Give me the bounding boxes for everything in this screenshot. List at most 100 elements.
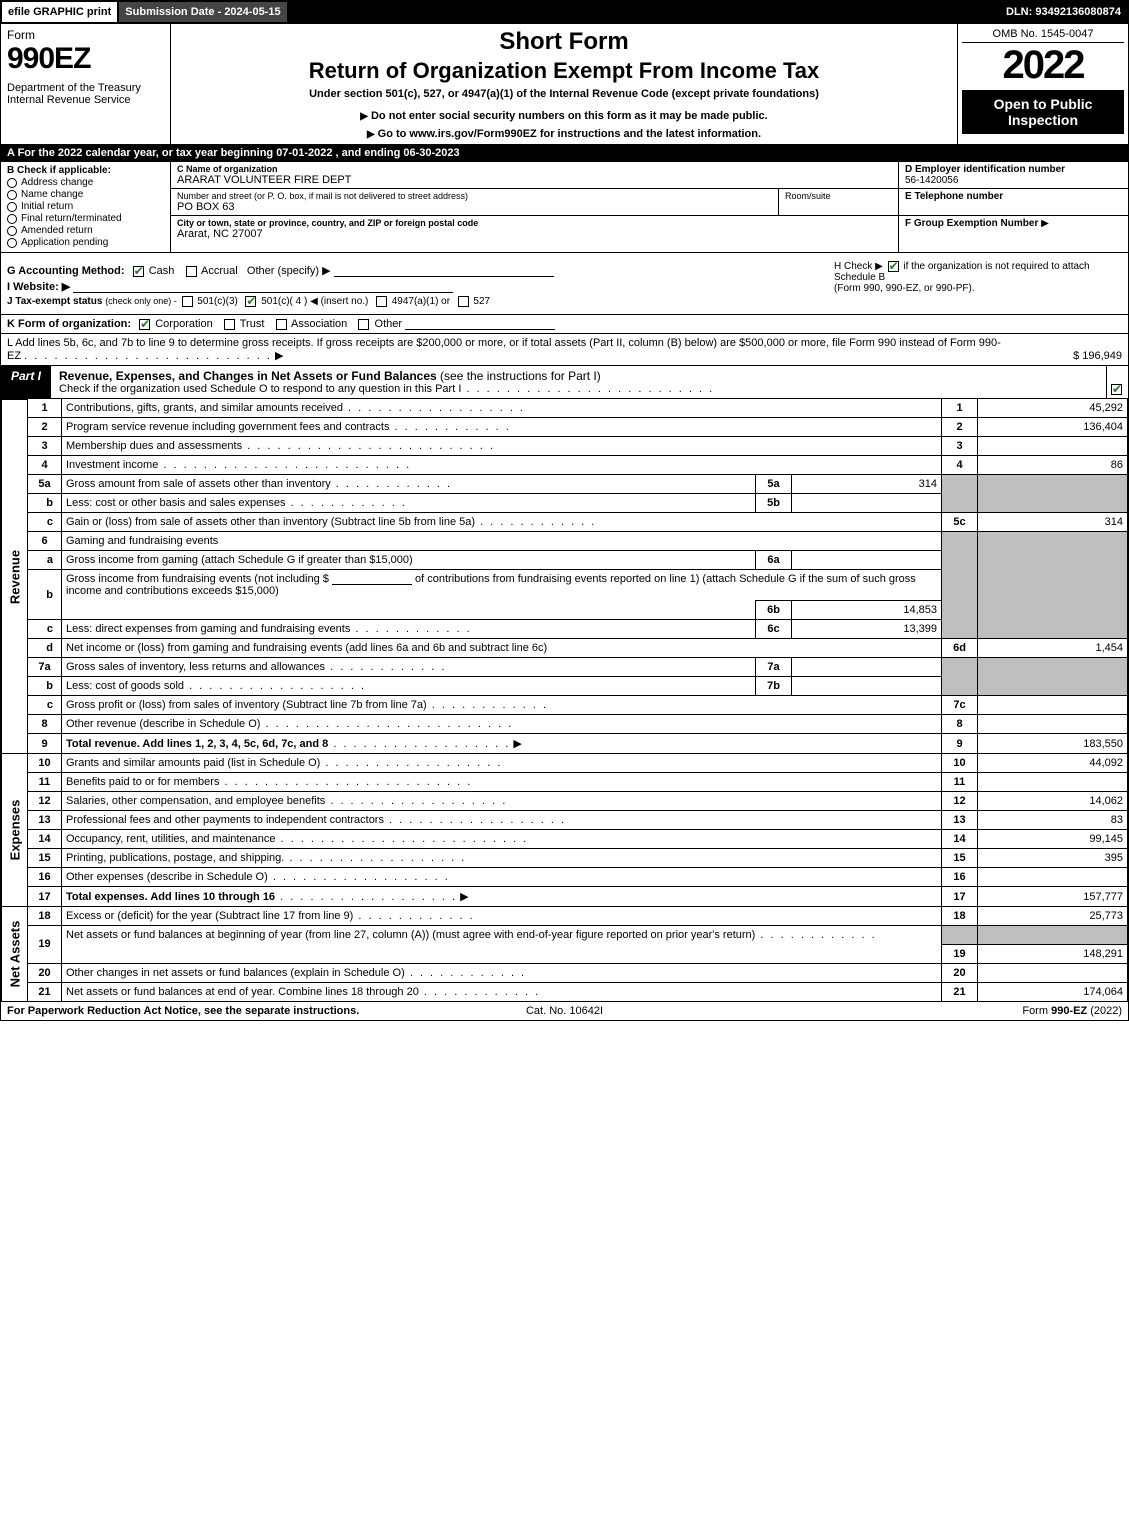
line-19-val: 19 148,291 (28, 944, 1128, 963)
line-17: 17 Total expenses. Add lines 10 through … (28, 887, 1128, 907)
chk-accrual[interactable] (186, 266, 197, 277)
line-6d: d Net income or (loss) from gaming and f… (28, 639, 1128, 658)
chk-final-return[interactable]: Final return/terminated (7, 213, 164, 224)
revenue-table: 1 Contributions, gifts, grants, and simi… (27, 399, 1128, 754)
chk-527[interactable] (458, 296, 469, 307)
f-group-label: F Group Exemption Number (905, 218, 1038, 229)
d-ein-value: 56-1420056 (905, 175, 1122, 186)
row-k: K Form of organization: Corporation Trus… (0, 315, 1129, 334)
note-goto: Go to www.irs.gov/Form990EZ for instruct… (179, 128, 949, 140)
page-footer: For Paperwork Reduction Act Notice, see … (0, 1002, 1129, 1021)
col-def: D Employer identification number 56-1420… (898, 162, 1128, 252)
col-b-checkboxes: B Check if applicable: Address change Na… (1, 162, 171, 252)
c-city-label: City or town, state or province, country… (177, 218, 892, 228)
row-g: G Accounting Method: Cash Accrual Other … (7, 264, 822, 277)
chk-501c3[interactable] (182, 296, 193, 307)
expenses-section: Expenses 10 Grants and similar amounts p… (0, 754, 1129, 907)
line-8: 8 Other revenue (describe in Schedule O)… (28, 715, 1128, 734)
chk-name-change[interactable]: Name change (7, 189, 164, 200)
netassets-sidelabel: Net Assets (1, 907, 27, 1002)
chk-cash[interactable] (133, 266, 144, 277)
row-ghij: G Accounting Method: Cash Accrual Other … (0, 252, 1129, 315)
line-18: 18 Excess or (deficit) for the year (Sub… (28, 907, 1128, 926)
chk-schedule-b[interactable] (888, 261, 899, 272)
tax-year: 2022 (962, 43, 1124, 88)
submission-date: Submission Date - 2024-05-15 (117, 2, 288, 22)
efile-label: efile GRAPHIC print (2, 2, 117, 22)
chk-other-org[interactable] (358, 319, 369, 330)
topbar-spacer (289, 2, 1000, 22)
b-title: B Check if applicable: (7, 165, 164, 176)
header-left: Form 990EZ Department of the Treasury In… (1, 24, 171, 144)
part-1-checkbox[interactable] (1106, 366, 1128, 398)
row-a-tax-year: A For the 2022 calendar year, or tax yea… (0, 145, 1129, 162)
line-15: 15 Printing, publications, postage, and … (28, 849, 1128, 868)
c-street-row: Number and street (or P. O. box, if mail… (171, 189, 778, 215)
c-room-suite: Room/suite (778, 189, 898, 215)
department: Department of the Treasury Internal Reve… (7, 82, 164, 106)
chk-association[interactable] (276, 319, 287, 330)
form-header: Form 990EZ Department of the Treasury In… (0, 24, 1129, 145)
header-right: OMB No. 1545-0047 2022 Open to Public In… (958, 24, 1128, 144)
line-16: 16 Other expenses (describe in Schedule … (28, 868, 1128, 887)
chk-address-change[interactable]: Address change (7, 177, 164, 188)
part-1-tab: Part I (1, 366, 51, 398)
c-name-row: C Name of organization ARARAT VOLUNTEER … (171, 162, 898, 189)
d-ein-row: D Employer identification number 56-1420… (899, 162, 1128, 189)
row-h: H Check ▶ if the organization is not req… (828, 253, 1128, 314)
col-c-org-info: C Name of organization ARARAT VOLUNTEER … (171, 162, 898, 252)
line-6: 6 Gaming and fundraising events (28, 532, 1128, 551)
row-i: I Website: ▶ (7, 280, 822, 293)
expenses-table: 10 Grants and similar amounts paid (list… (27, 754, 1128, 907)
netassets-section: Net Assets 18 Excess or (deficit) for th… (0, 907, 1129, 1002)
row-l: L Add lines 5b, 6c, and 7b to line 9 to … (0, 334, 1129, 366)
row-l-amount: $ 196,949 (1002, 350, 1122, 362)
c-street-value: PO BOX 63 (177, 201, 772, 213)
footer-left: For Paperwork Reduction Act Notice, see … (7, 1005, 379, 1017)
part-1-title: Revenue, Expenses, and Changes in Net As… (51, 366, 1106, 398)
chk-501c[interactable] (245, 296, 256, 307)
netassets-table: 18 Excess or (deficit) for the year (Sub… (27, 907, 1128, 1002)
f-group-exemption-row: F Group Exemption Number (899, 216, 1128, 231)
return-title: Return of Organization Exempt From Incom… (179, 58, 949, 84)
line-3: 3 Membership dues and assessments 3 (28, 437, 1128, 456)
header-center: Short Form Return of Organization Exempt… (171, 24, 958, 144)
section-bcdef: B Check if applicable: Address change Na… (0, 162, 1129, 252)
part-1-header: Part I Revenue, Expenses, and Changes in… (0, 366, 1129, 399)
under-section: Under section 501(c), 527, or 4947(a)(1)… (179, 88, 949, 100)
chk-amended-return[interactable]: Amended return (7, 225, 164, 236)
chk-trust[interactable] (224, 319, 235, 330)
d-ein-label: D Employer identification number (905, 164, 1122, 175)
topbar: efile GRAPHIC print Submission Date - 20… (0, 0, 1129, 24)
dln: DLN: 93492136080874 (1000, 2, 1127, 22)
c-name-value: ARARAT VOLUNTEER FIRE DEPT (177, 174, 892, 186)
line-11: 11 Benefits paid to or for members 11 (28, 773, 1128, 792)
line-7c: c Gross profit or (loss) from sales of i… (28, 696, 1128, 715)
line-14: 14 Occupancy, rent, utilities, and maint… (28, 830, 1128, 849)
footer-center: Cat. No. 10642I (379, 1005, 751, 1017)
e-telephone-row: E Telephone number (899, 189, 1128, 216)
line-2: 2 Program service revenue including gove… (28, 418, 1128, 437)
chk-4947[interactable] (376, 296, 387, 307)
line-4: 4 Investment income 4 86 (28, 456, 1128, 475)
c-city-value: Ararat, NC 27007 (177, 228, 892, 240)
line-21: 21 Net assets or fund balances at end of… (28, 982, 1128, 1001)
line-13: 13 Professional fees and other payments … (28, 811, 1128, 830)
line-20: 20 Other changes in net assets or fund b… (28, 963, 1128, 982)
note-ssn: Do not enter social security numbers on … (179, 110, 949, 122)
c-street-label: Number and street (or P. O. box, if mail… (177, 191, 772, 201)
line-1: 1 Contributions, gifts, grants, and simi… (28, 399, 1128, 418)
revenue-section: Revenue 1 Contributions, gifts, grants, … (0, 399, 1129, 754)
chk-application-pending[interactable]: Application pending (7, 237, 164, 248)
chk-initial-return[interactable]: Initial return (7, 201, 164, 212)
line-7a: 7a Gross sales of inventory, less return… (28, 658, 1128, 677)
chk-corporation[interactable] (139, 319, 150, 330)
c-city-row: City or town, state or province, country… (171, 216, 898, 242)
form-number: 990EZ (7, 42, 164, 76)
line-9: 9 Total revenue. Add lines 1, 2, 3, 4, 5… (28, 734, 1128, 754)
omb-number: OMB No. 1545-0047 (962, 26, 1124, 43)
gi-left: G Accounting Method: Cash Accrual Other … (1, 253, 828, 314)
line-12: 12 Salaries, other compensation, and emp… (28, 792, 1128, 811)
expenses-sidelabel: Expenses (1, 754, 27, 907)
c-room-label: Room/suite (785, 191, 892, 201)
